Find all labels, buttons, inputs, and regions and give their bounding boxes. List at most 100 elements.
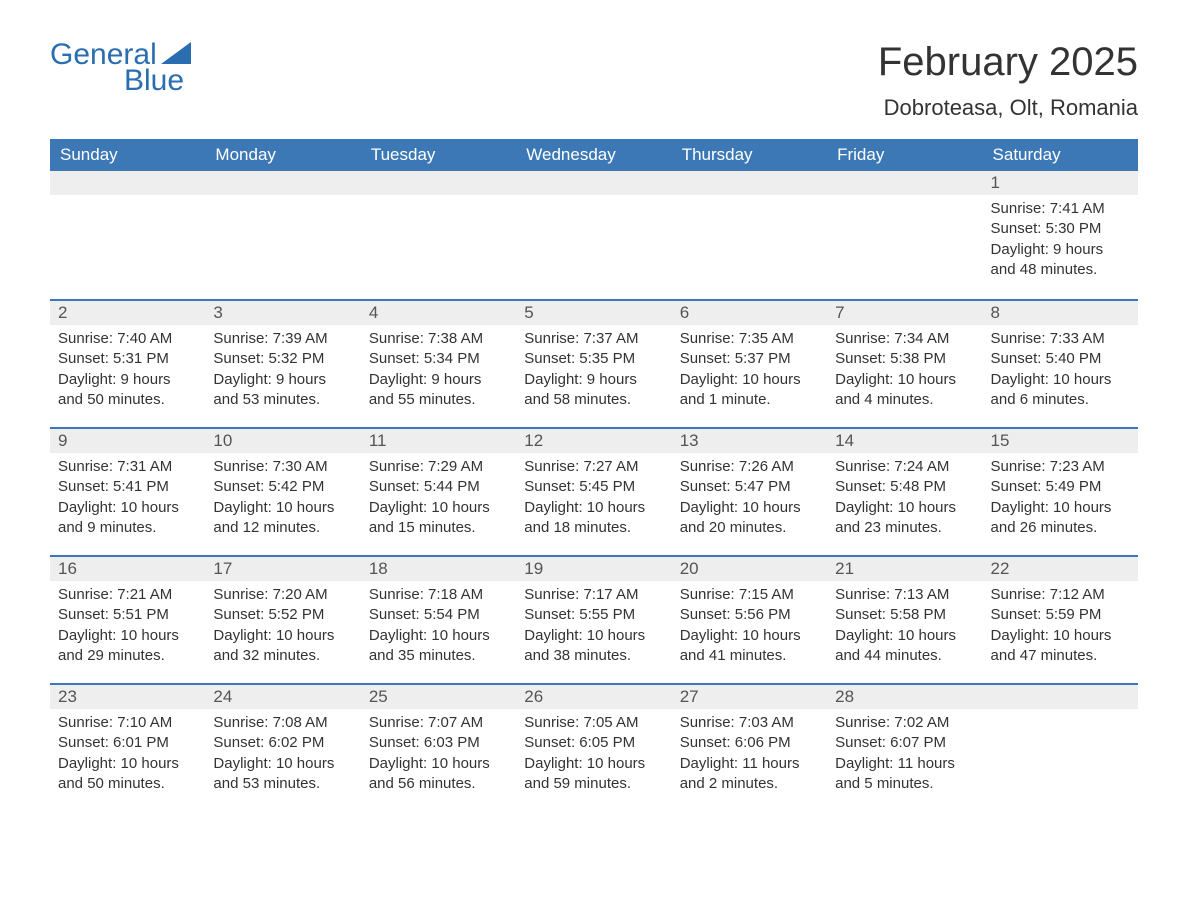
- day-sunset: Sunset: 5:59 PM: [991, 605, 1130, 625]
- calendar-day-cell: 19Sunrise: 7:17 AMSunset: 5:55 PMDayligh…: [516, 555, 671, 683]
- calendar-day-cell: 6Sunrise: 7:35 AMSunset: 5:37 PMDaylight…: [672, 299, 827, 427]
- calendar-day-cell: [205, 171, 360, 299]
- day-daylight1: Daylight: 10 hours: [369, 754, 508, 774]
- day-sunset: Sunset: 5:45 PM: [524, 477, 663, 497]
- day-sunset: Sunset: 5:38 PM: [835, 349, 974, 369]
- day-details: Sunrise: 7:38 AMSunset: 5:34 PMDaylight:…: [361, 325, 516, 418]
- weekday-header: Thursday: [672, 139, 827, 171]
- day-daylight1: Daylight: 10 hours: [369, 498, 508, 518]
- day-daylight2: and 55 minutes.: [369, 390, 508, 410]
- title-block: February 2025 Dobroteasa, Olt, Romania: [878, 40, 1138, 121]
- day-number: 19: [516, 555, 671, 581]
- day-details: Sunrise: 7:27 AMSunset: 5:45 PMDaylight:…: [516, 453, 671, 546]
- day-daylight1: Daylight: 10 hours: [835, 626, 974, 646]
- day-daylight1: Daylight: 10 hours: [991, 626, 1130, 646]
- day-daylight2: and 59 minutes.: [524, 774, 663, 794]
- day-number: 5: [516, 299, 671, 325]
- day-daylight2: and 23 minutes.: [835, 518, 974, 538]
- day-daylight2: and 48 minutes.: [991, 260, 1130, 280]
- day-number: [827, 171, 982, 195]
- day-sunrise: Sunrise: 7:33 AM: [991, 329, 1130, 349]
- calendar-day-cell: [672, 171, 827, 299]
- weekday-header: Sunday: [50, 139, 205, 171]
- day-sunrise: Sunrise: 7:26 AM: [680, 457, 819, 477]
- day-number: 26: [516, 683, 671, 709]
- calendar-day-cell: 1Sunrise: 7:41 AMSunset: 5:30 PMDaylight…: [983, 171, 1138, 299]
- day-sunset: Sunset: 5:41 PM: [58, 477, 197, 497]
- day-daylight2: and 26 minutes.: [991, 518, 1130, 538]
- day-number: 25: [361, 683, 516, 709]
- day-daylight1: Daylight: 10 hours: [991, 370, 1130, 390]
- page-header: General Blue February 2025 Dobroteasa, O…: [50, 40, 1138, 121]
- calendar-day-cell: [983, 683, 1138, 811]
- calendar-day-cell: 17Sunrise: 7:20 AMSunset: 5:52 PMDayligh…: [205, 555, 360, 683]
- day-number: 16: [50, 555, 205, 581]
- day-sunrise: Sunrise: 7:40 AM: [58, 329, 197, 349]
- calendar-day-cell: 18Sunrise: 7:18 AMSunset: 5:54 PMDayligh…: [361, 555, 516, 683]
- day-details: Sunrise: 7:35 AMSunset: 5:37 PMDaylight:…: [672, 325, 827, 418]
- day-sunset: Sunset: 5:55 PM: [524, 605, 663, 625]
- day-sunset: Sunset: 5:56 PM: [680, 605, 819, 625]
- calendar-week-row: 2Sunrise: 7:40 AMSunset: 5:31 PMDaylight…: [50, 299, 1138, 427]
- calendar-day-cell: 16Sunrise: 7:21 AMSunset: 5:51 PMDayligh…: [50, 555, 205, 683]
- weekday-header: Wednesday: [516, 139, 671, 171]
- day-details: Sunrise: 7:18 AMSunset: 5:54 PMDaylight:…: [361, 581, 516, 674]
- day-daylight1: Daylight: 10 hours: [835, 370, 974, 390]
- day-number: [983, 683, 1138, 709]
- calendar-day-cell: 20Sunrise: 7:15 AMSunset: 5:56 PMDayligh…: [672, 555, 827, 683]
- day-daylight2: and 15 minutes.: [369, 518, 508, 538]
- day-sunrise: Sunrise: 7:07 AM: [369, 713, 508, 733]
- day-details: Sunrise: 7:21 AMSunset: 5:51 PMDaylight:…: [50, 581, 205, 674]
- day-details: Sunrise: 7:26 AMSunset: 5:47 PMDaylight:…: [672, 453, 827, 546]
- day-number: 7: [827, 299, 982, 325]
- day-daylight1: Daylight: 10 hours: [680, 626, 819, 646]
- month-title: February 2025: [878, 40, 1138, 85]
- calendar-day-cell: [50, 171, 205, 299]
- calendar-day-cell: 9Sunrise: 7:31 AMSunset: 5:41 PMDaylight…: [50, 427, 205, 555]
- day-number: 14: [827, 427, 982, 453]
- day-details: Sunrise: 7:13 AMSunset: 5:58 PMDaylight:…: [827, 581, 982, 674]
- day-daylight2: and 18 minutes.: [524, 518, 663, 538]
- calendar-week-row: 1Sunrise: 7:41 AMSunset: 5:30 PMDaylight…: [50, 171, 1138, 299]
- calendar-day-cell: 2Sunrise: 7:40 AMSunset: 5:31 PMDaylight…: [50, 299, 205, 427]
- day-daylight2: and 32 minutes.: [213, 646, 352, 666]
- day-sunrise: Sunrise: 7:03 AM: [680, 713, 819, 733]
- day-details: Sunrise: 7:37 AMSunset: 5:35 PMDaylight:…: [516, 325, 671, 418]
- day-sunrise: Sunrise: 7:08 AM: [213, 713, 352, 733]
- day-sunset: Sunset: 6:07 PM: [835, 733, 974, 753]
- day-daylight2: and 50 minutes.: [58, 390, 197, 410]
- day-daylight1: Daylight: 10 hours: [524, 754, 663, 774]
- day-daylight1: Daylight: 11 hours: [680, 754, 819, 774]
- weekday-header: Friday: [827, 139, 982, 171]
- day-daylight2: and 9 minutes.: [58, 518, 197, 538]
- day-sunrise: Sunrise: 7:15 AM: [680, 585, 819, 605]
- day-details: Sunrise: 7:08 AMSunset: 6:02 PMDaylight:…: [205, 709, 360, 802]
- day-sunset: Sunset: 6:05 PM: [524, 733, 663, 753]
- day-daylight1: Daylight: 10 hours: [58, 754, 197, 774]
- day-details: Sunrise: 7:39 AMSunset: 5:32 PMDaylight:…: [205, 325, 360, 418]
- calendar-day-cell: 28Sunrise: 7:02 AMSunset: 6:07 PMDayligh…: [827, 683, 982, 811]
- calendar-week-row: 23Sunrise: 7:10 AMSunset: 6:01 PMDayligh…: [50, 683, 1138, 811]
- day-sunrise: Sunrise: 7:24 AM: [835, 457, 974, 477]
- day-daylight2: and 4 minutes.: [835, 390, 974, 410]
- day-details: Sunrise: 7:30 AMSunset: 5:42 PMDaylight:…: [205, 453, 360, 546]
- calendar-day-cell: 25 Sunrise: 7:07 AMSunset: 6:03 PMDayligh…: [361, 683, 516, 811]
- day-sunset: Sunset: 5:47 PM: [680, 477, 819, 497]
- day-sunset: Sunset: 5:54 PM: [369, 605, 508, 625]
- day-sunset: Sunset: 6:03 PM: [369, 733, 508, 753]
- day-sunset: Sunset: 5:49 PM: [991, 477, 1130, 497]
- day-number: [516, 171, 671, 195]
- day-sunrise: Sunrise: 7:39 AM: [213, 329, 352, 349]
- day-daylight2: and 41 minutes.: [680, 646, 819, 666]
- day-sunrise: Sunrise: 7:18 AM: [369, 585, 508, 605]
- day-daylight1: Daylight: 10 hours: [213, 626, 352, 646]
- day-number: 21: [827, 555, 982, 581]
- day-daylight2: and 6 minutes.: [991, 390, 1130, 410]
- day-sunset: Sunset: 5:35 PM: [524, 349, 663, 369]
- day-number: 1: [983, 171, 1138, 195]
- day-number: 8: [983, 299, 1138, 325]
- day-daylight1: Daylight: 9 hours: [58, 370, 197, 390]
- day-sunrise: Sunrise: 7:29 AM: [369, 457, 508, 477]
- day-daylight1: Daylight: 10 hours: [524, 626, 663, 646]
- day-sunset: Sunset: 5:37 PM: [680, 349, 819, 369]
